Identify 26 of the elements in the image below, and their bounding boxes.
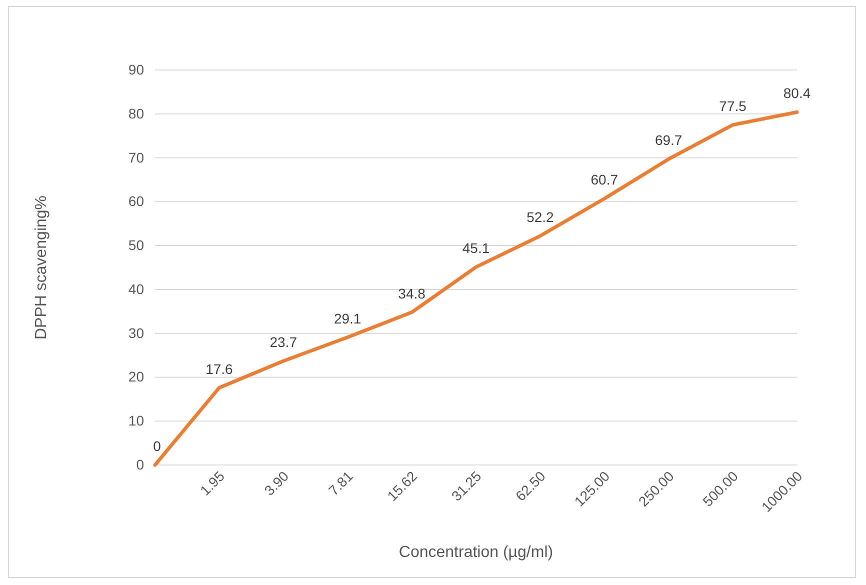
y-tick-label: 70 (128, 149, 144, 166)
y-axis-title: DPPH scavenging% (33, 195, 50, 340)
data-label: 60.7 (590, 172, 618, 188)
y-tick-label: 10 (128, 412, 144, 429)
y-tick-label: 20 (128, 368, 144, 385)
line-series (153, 110, 799, 467)
x-tick-label: 7.81 (325, 468, 356, 499)
x-tick-label: 3.90 (261, 468, 292, 499)
y-tick-label: 60 (128, 193, 144, 210)
data-label: 77.5 (719, 98, 747, 114)
y-tick-label: 90 (128, 61, 144, 78)
data-label: 23.7 (270, 334, 298, 350)
data-label: 80.4 (783, 85, 811, 102)
y-tick-label: 50 (128, 237, 144, 254)
data-label: 29.1 (334, 310, 362, 326)
data-label: 34.8 (398, 285, 426, 302)
y-tick-label: 40 (128, 280, 144, 297)
x-axis-title: Concentration (µg/ml) (398, 544, 554, 561)
data-label: 69.7 (654, 132, 682, 148)
y-tick-label: 30 (128, 324, 144, 341)
data-label: 17.6 (206, 360, 234, 377)
y-tick-label: 0 (136, 456, 144, 472)
data-label: 45.1 (462, 240, 490, 256)
data-label: 0 (153, 438, 162, 454)
y-tick-label: 80 (128, 105, 144, 122)
data-label: 52.2 (526, 208, 554, 225)
